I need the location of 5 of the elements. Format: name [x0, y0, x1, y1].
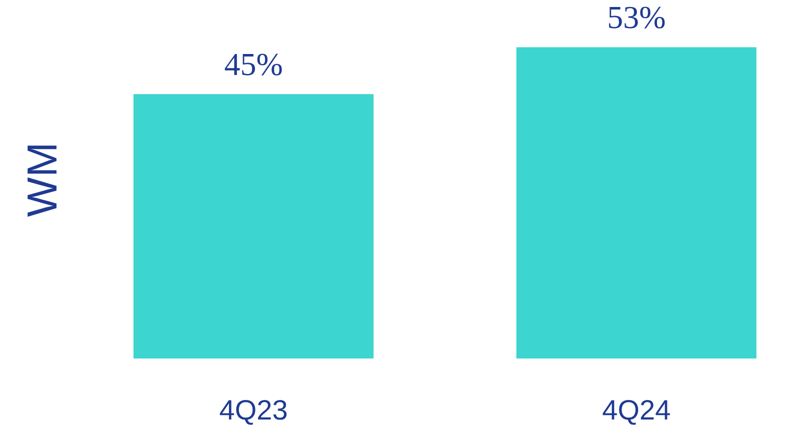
x-tick-label: 4Q24 — [602, 394, 671, 426]
data-label: 53% — [607, 0, 666, 36]
y-axis-title: WM — [18, 142, 66, 217]
data-label: 45% — [224, 46, 283, 82]
x-tick-label: 4Q23 — [219, 394, 288, 426]
